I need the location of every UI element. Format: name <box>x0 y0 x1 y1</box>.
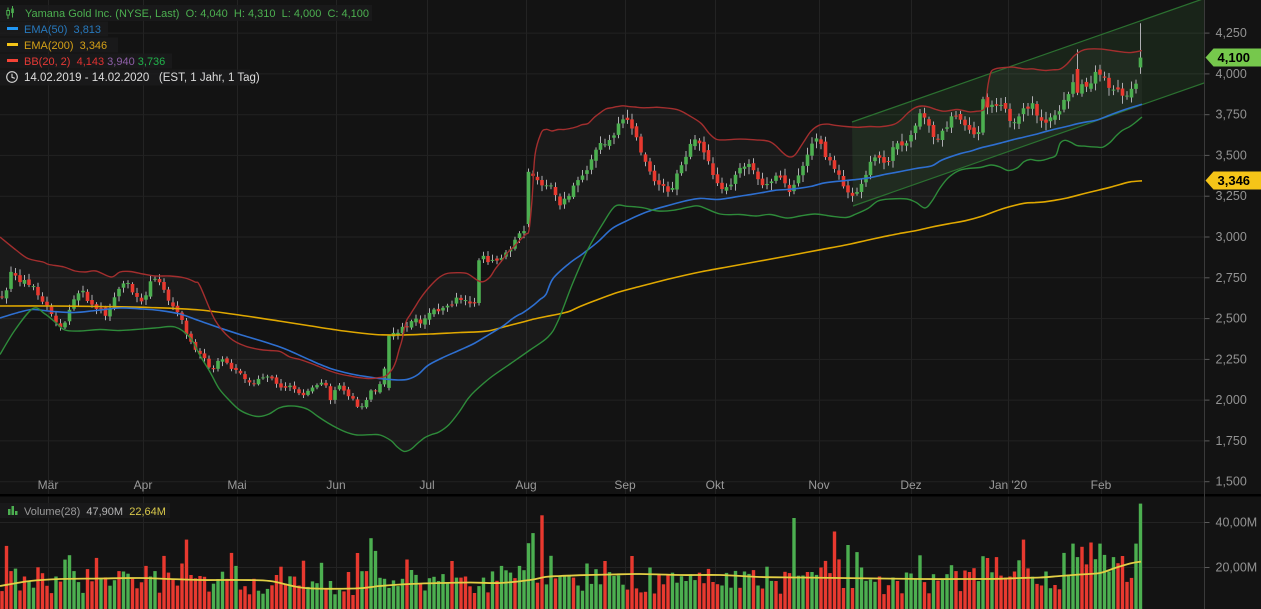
svg-text:Nov: Nov <box>808 478 829 492</box>
svg-text:EMA(200) 3,346: EMA(200) 3,346 <box>24 40 107 52</box>
svg-text:Aug: Aug <box>515 478 536 492</box>
svg-text:2,750: 2,750 <box>1216 271 1247 285</box>
svg-text:1,750: 1,750 <box>1216 434 1247 448</box>
svg-text:Feb: Feb <box>1091 478 1112 492</box>
svg-text:3,346: 3,346 <box>1218 173 1251 188</box>
svg-text:Mai: Mai <box>227 478 246 492</box>
svg-text:4,250: 4,250 <box>1216 26 1247 40</box>
svg-text:2,000: 2,000 <box>1216 393 1247 407</box>
svg-text:Dez: Dez <box>900 478 921 492</box>
svg-text:BB(20, 2) 4,143 3,940 3,736: BB(20, 2) 4,143 3,940 3,736 <box>24 56 165 68</box>
svg-text:4,100: 4,100 <box>1218 50 1251 65</box>
svg-text:20,00M: 20,00M <box>1216 561 1258 575</box>
svg-text:3,250: 3,250 <box>1216 189 1247 203</box>
svg-text:Mär: Mär <box>38 478 59 492</box>
svg-text:14.02.2019 - 14.02.2020 (EST: 14.02.2019 - 14.02.2020 (EST, 1 Jahr, 1 … <box>24 72 260 84</box>
svg-text:3,500: 3,500 <box>1216 148 1247 162</box>
svg-text:3,000: 3,000 <box>1216 230 1247 244</box>
svg-text:Jan '20: Jan '20 <box>989 478 1028 492</box>
svg-text:40,00M: 40,00M <box>1216 516 1258 530</box>
svg-text:3,750: 3,750 <box>1216 108 1247 122</box>
svg-text:Yamana Gold Inc. (NYSE, Last): Yamana Gold Inc. (NYSE, Last) O: 4,040 H… <box>25 8 369 20</box>
svg-text:Volume(28) 47,90M 22,64M: Volume(28) 47,90M 22,64M <box>24 506 166 518</box>
svg-text:EMA(50) 3,813: EMA(50) 3,813 <box>24 24 101 36</box>
svg-text:Jun: Jun <box>326 478 345 492</box>
svg-text:2,500: 2,500 <box>1216 312 1247 326</box>
svg-text:4,000: 4,000 <box>1216 67 1247 81</box>
svg-text:2,250: 2,250 <box>1216 352 1247 366</box>
svg-text:1,500: 1,500 <box>1216 475 1247 489</box>
svg-text:Jul: Jul <box>419 478 434 492</box>
svg-text:Okt: Okt <box>706 478 725 492</box>
svg-text:Apr: Apr <box>134 478 153 492</box>
svg-text:Sep: Sep <box>614 478 636 492</box>
